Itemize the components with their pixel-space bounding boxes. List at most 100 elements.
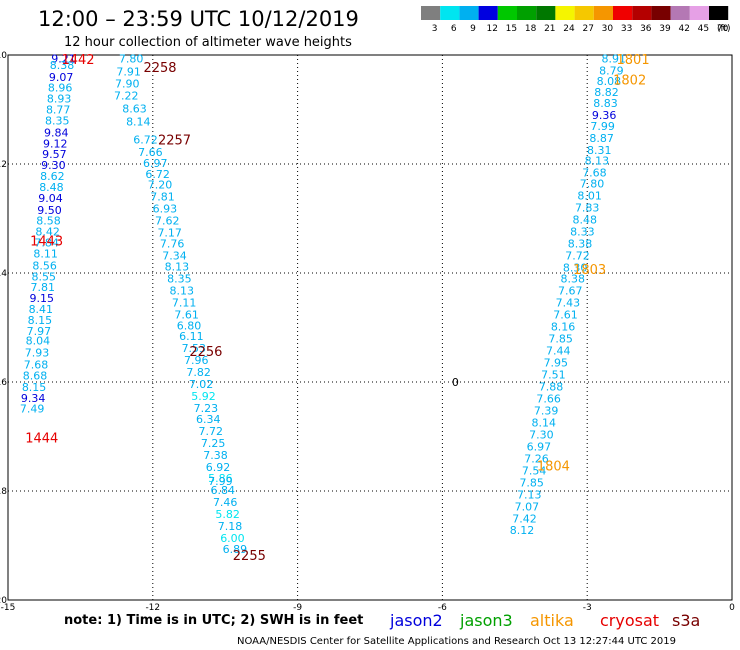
cryosat-wave-height: 7.49 (20, 403, 45, 416)
altika-wave-height: 7.72 (565, 250, 590, 263)
legend-label: 27 (582, 24, 593, 34)
altika-wave-height: 8.91 (601, 52, 626, 65)
legend-label: 6 (451, 24, 457, 34)
cryosat-wave-height: 9.12 (43, 137, 68, 150)
y-tick-label: -16 (0, 378, 7, 388)
cryosat-wave-height: 9.84 (44, 126, 69, 139)
legend-swatch (478, 6, 498, 20)
legend-swatch (689, 6, 709, 20)
cryosat-wave-height: 8.96 (48, 82, 73, 95)
x-tick-label: -6 (438, 603, 447, 613)
altika-wave-height: 7.88 (539, 380, 564, 393)
cryosat-wave-height: 9.04 (38, 192, 63, 205)
legend-label: 15 (506, 24, 517, 34)
altika-wave-height: 8.08 (597, 75, 622, 88)
s3a-wave-height: 6.34 (196, 413, 221, 426)
y-tick-label: -18 (0, 487, 7, 497)
axis-ticks: -15 -12 -9 -6 -3 0 -10 -12 -14 -16 -18 -20 (0, 51, 735, 613)
altika-wave-height: 8.12 (510, 524, 535, 537)
grid-lines (8, 55, 732, 600)
cryosat-wave-height: 9.15 (30, 292, 55, 305)
cryosat-wave-height: 8.15 (22, 381, 47, 394)
plot-area: -15-12-9-6-30-10-12-14-16-18-20 9.218.38… (0, 51, 735, 613)
legend-swatch (670, 6, 690, 20)
satellite-s3a: s3a (672, 611, 700, 630)
altika-wave-height: 7.43 (556, 296, 581, 309)
legend-label: 30 (602, 24, 614, 34)
legend-swatch (459, 6, 479, 20)
legend-swatch (497, 6, 517, 20)
altika-wave-height: 7.85 (519, 476, 544, 489)
cryosat-wave-height: 9.57 (42, 148, 67, 161)
altika-wave-height: 7.54 (522, 464, 547, 477)
s3a-wave-height: 6.84 (211, 484, 236, 497)
legend-swatch (651, 6, 671, 20)
altika-wave-height: 7.80 (580, 178, 605, 191)
altika-wave-height: 8.38 (560, 272, 585, 285)
s3a-wave-height: 8.13 (170, 284, 195, 297)
x-tick-label: -12 (145, 603, 160, 613)
altika-wave-height: 8.16 (551, 320, 576, 333)
s3a-wave-height: 5.86 (208, 472, 233, 485)
altika-wave-height: 7.61 (553, 308, 578, 321)
legend-label: 18 (525, 24, 537, 34)
s3a-wave-height: 5.82 (215, 508, 240, 521)
s3a-wave-height: 7.81 (150, 191, 175, 204)
s3a-wave-height: 7.72 (198, 425, 223, 438)
legend-label: 42 (678, 24, 689, 34)
s3a-wave-height: 7.18 (218, 520, 243, 533)
cryosat-wave-height: 8.56 (32, 259, 57, 272)
legend-label: 39 (659, 24, 671, 34)
cryosat-wave-height: 8.93 (47, 93, 72, 106)
s3a-wave-height: 6.72 (133, 133, 158, 146)
cryosat-wave-height: 9.50 (37, 204, 62, 217)
legend-swatch (421, 6, 441, 20)
pass-label: 1803 (573, 263, 606, 278)
altika-wave-height: 7.42 (512, 512, 537, 525)
legend-unit: (ft) (717, 24, 731, 34)
satellite-altika: altika (530, 611, 574, 630)
altika-wave-height: 8.30 (563, 262, 588, 275)
satellite-cryosat: cryosat (600, 611, 659, 630)
cryosat-wave-height: 8.48 (39, 181, 64, 194)
plot-frame (7, 54, 733, 601)
legend-label: 9 (470, 24, 476, 34)
s3a-wave-height: 7.66 (138, 146, 163, 159)
s3a-wave-height: 7.34 (162, 250, 187, 263)
x-tick-label: -15 (1, 603, 16, 613)
legend-label: 24 (563, 24, 575, 34)
altika-wave-height: 7.26 (524, 452, 549, 465)
cryosat-wave-height: 8.38 (50, 59, 75, 72)
altika-wave-height: 7.13 (517, 488, 542, 501)
footer-credit: NOAA/NESDIS Center for Satellite Applica… (237, 636, 676, 647)
pass-label: 1444 (25, 432, 58, 447)
s3a-wave-height: 7.46 (213, 496, 238, 509)
cryosat-wave-height: 8.58 (36, 215, 61, 228)
s3a-wave-height: 6.00 (220, 532, 245, 545)
footer-note: note: 1) Time is in UTC; 2) SWH is in fe… (64, 613, 363, 628)
s3a-wave-height: 7.22 (114, 89, 139, 102)
legend-swatch (555, 6, 575, 20)
cryosat-wave-height: 8.68 (23, 369, 48, 382)
s3a-wave-height: 7.02 (189, 378, 214, 391)
legend-label: 36 (640, 24, 652, 34)
s3a-wave-height: 7.38 (203, 449, 228, 462)
s3a-wave-height: 7.80 (119, 52, 144, 65)
cryosat-wave-height: 9.34 (21, 392, 46, 405)
cryosat-wave-height: 8.35 (45, 114, 70, 127)
legend-swatch (517, 6, 537, 20)
altika-wave-height: 8.87 (589, 132, 614, 145)
s3a-wave-height: 6.92 (206, 461, 231, 474)
legend-label: 45 (698, 24, 709, 34)
altika-wave-height: 9.36 (592, 109, 617, 122)
cryosat-wave-height: 8.55 (31, 270, 56, 283)
pass-label: 1442 (61, 53, 94, 68)
chart-title: 12:00 – 23:59 UTC 10/12/2019 (38, 7, 359, 31)
cryosat-wave-height: 8.62 (40, 170, 65, 183)
legend-swatch (613, 6, 633, 20)
pass-label: 2255 (233, 549, 266, 564)
satellite-jason3: jason3 (459, 611, 513, 630)
altika-wave-height: 8.38 (568, 238, 593, 251)
cryosat-wave-height: 9.30 (41, 159, 66, 172)
pass-label: 2257 (158, 133, 191, 148)
